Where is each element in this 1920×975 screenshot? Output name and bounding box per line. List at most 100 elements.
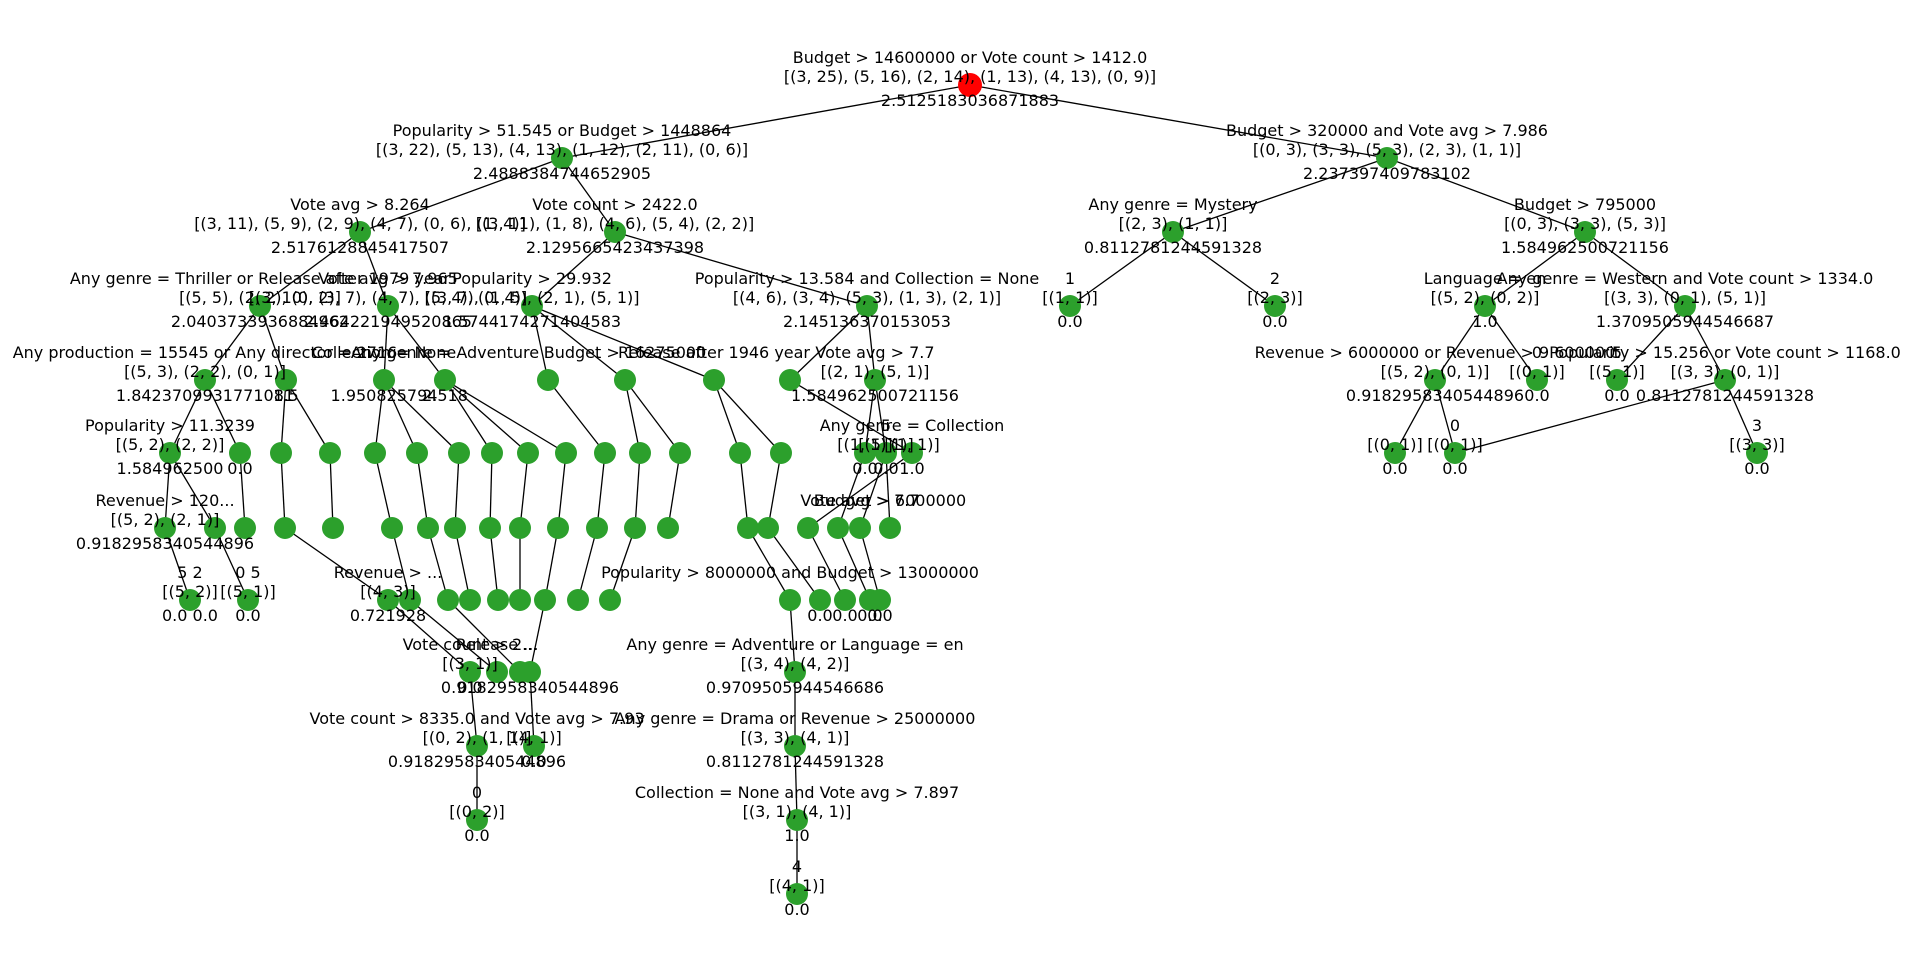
tree-edge [531, 231, 616, 307]
node-entropy-value: 1.950825794 [331, 386, 438, 405]
tree-node [486, 661, 508, 683]
node-entropy-value: 0.918295834054489​6 [388, 752, 566, 771]
tree-node [521, 295, 543, 317]
tree-node [827, 517, 849, 539]
node-split-label: Budget > 14600000 or Vote count > 1412.0 [793, 48, 1148, 67]
node-split-label: Collection = None [312, 343, 456, 362]
tree-node [373, 369, 395, 391]
tree-node [624, 517, 646, 539]
node-class-counts: [(4, 1)] [506, 728, 562, 747]
tree-node [364, 442, 386, 464]
tree-node [1162, 221, 1184, 243]
tree-node [1574, 221, 1596, 243]
tree-node [481, 442, 503, 464]
tree-edge [596, 452, 606, 529]
tree-node [159, 442, 181, 464]
node-class-counts: [(0, 1)] [1509, 362, 1565, 381]
node-entropy-value: 0.0 [1382, 459, 1407, 478]
node-entropy-value: 0.0 [852, 459, 877, 478]
tree-edge [383, 379, 460, 454]
tree-node [194, 369, 216, 391]
node-entropy-value: 0.721928 [350, 606, 426, 625]
tree-node [322, 517, 344, 539]
tree-edge [259, 305, 287, 381]
tree-edge [529, 671, 535, 747]
tree-edge [789, 599, 796, 673]
node-split-label: 5 2 [177, 563, 202, 582]
tree-node [517, 442, 539, 464]
tree-nodes [154, 73, 1768, 905]
tree-node [669, 442, 691, 464]
tree-edge [280, 379, 287, 454]
node-split-label: Vote avg > 7.7 [800, 491, 919, 510]
node-class-counts: [(3, 1)] [442, 654, 498, 673]
node-split-label: Vote avg > 7.965 [318, 269, 458, 288]
tree-edge [557, 452, 567, 529]
tree-node [434, 369, 456, 391]
tree-edge [444, 379, 567, 454]
tree-node [784, 661, 806, 683]
node-class-counts: [(4, 6), (3, 4), (5, 3), (1, 3), (2, 1)] [733, 288, 1001, 307]
node-class-counts: [(1, 1)] [837, 435, 893, 454]
tree-edge [747, 527, 791, 601]
tree-edge [794, 745, 798, 821]
tree-node [523, 735, 545, 757]
node-class-counts: [(5, 5), (2, 2), (0, 2)] [179, 288, 341, 307]
tree-edge [807, 452, 913, 529]
node-entropy-value: 2.464221949520865 [304, 312, 472, 331]
tree-edge [531, 305, 715, 381]
tree-edge [374, 452, 393, 529]
node-class-counts: [(3, 25), (5, 16), (2, 14), (1, 13), (4,… [784, 67, 1156, 86]
node-entropy-value: 0.970950594454668​6 [706, 678, 884, 697]
tree-node [466, 735, 488, 757]
tree-edge [634, 452, 641, 529]
tree-node [459, 661, 481, 683]
tree-node [399, 589, 421, 611]
node-entropy-value: 0.0 [227, 459, 252, 478]
tree-edge [164, 452, 171, 529]
tree-edge [489, 527, 499, 601]
tree-node [834, 589, 856, 611]
tree-node [786, 809, 808, 831]
tree-edge [713, 379, 741, 454]
node-entropy-value: 0.811278124459132​8 [1636, 386, 1814, 405]
tree-edge [969, 84, 1388, 159]
node-split-label: Popularity > 13.584 and Collection = Non… [695, 269, 1039, 288]
tree-edge [547, 379, 606, 454]
node-split-label: Popularity > 8000000 and Budget > 130000… [601, 563, 979, 582]
node-split-label: Release after 1946 year [618, 343, 810, 362]
node-class-counts: [(5, 2), (0, 1)] [1381, 362, 1490, 381]
tree-node [534, 589, 556, 611]
node-split-label: Release ... [456, 635, 539, 654]
tree-node [594, 442, 616, 464]
tree-node [204, 517, 226, 539]
tree-edge [204, 379, 241, 454]
tree-edge [164, 527, 191, 601]
node-split-label: Budget > 320000 and Vote avg > 7.986 [1226, 121, 1548, 140]
node-entropy-value: 1.584962500 [117, 459, 224, 478]
tree-edge [469, 671, 478, 747]
node-split-label: Vote avg > 8.264 [290, 195, 430, 214]
node-split-label: Popularity > 15.256 or Vote count > 1168… [1549, 343, 1901, 362]
node-class-counts: [(3, 3), (0, 1)] [1671, 362, 1780, 381]
node-entropy-value: 1.370950594454668​7 [1596, 312, 1774, 331]
tree-node [555, 442, 577, 464]
tree-node [479, 517, 501, 539]
root-node [958, 73, 982, 97]
tree-edge [204, 305, 261, 381]
node-split-label: 4 [792, 857, 802, 876]
node-split-label: Revenue > 120... [95, 491, 234, 510]
tree-node [1526, 369, 1548, 391]
tree-edge [531, 305, 626, 381]
node-class-counts: [(0, 1)] [1427, 435, 1483, 454]
node-entropy-value: 0.0 [1262, 312, 1287, 331]
node-split-label: 2 [1270, 269, 1280, 288]
node-entropy-value: 0.0 [807, 606, 832, 625]
node-class-counts: [(5, 1)] [858, 435, 914, 454]
node-entropy-value: 0.0 [832, 606, 857, 625]
node-entropy-value: 0.918295834054489​6 [76, 534, 254, 553]
node-split-label: 3 [1752, 416, 1762, 435]
node-class-counts: [(3, 4), (4, 2)] [741, 654, 850, 673]
tree-edge [383, 379, 418, 454]
tree-node [249, 295, 271, 317]
